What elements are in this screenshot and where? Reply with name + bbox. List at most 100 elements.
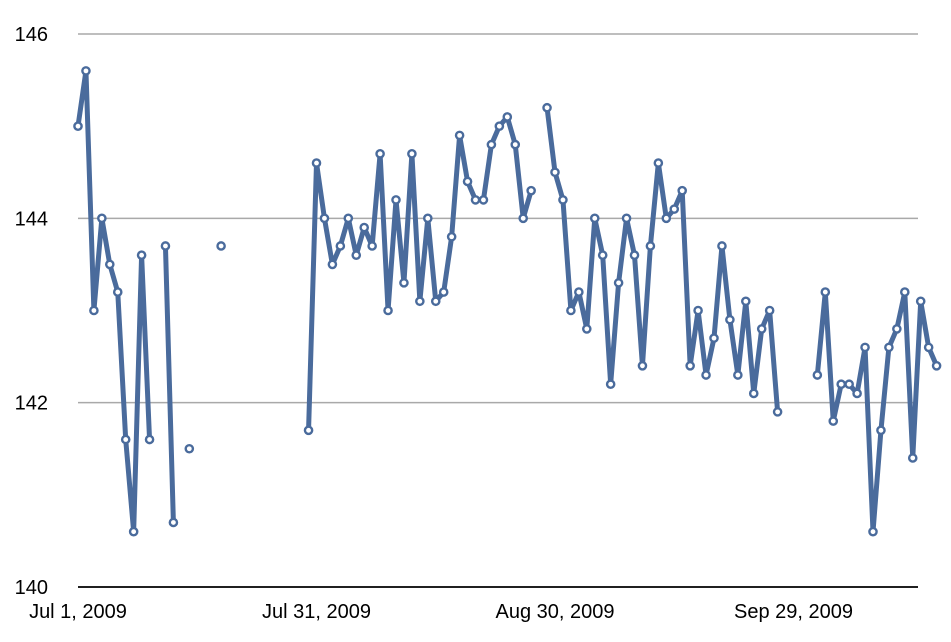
data-point <box>629 250 640 260</box>
data-point <box>876 425 886 436</box>
data-point <box>844 379 854 390</box>
data-point <box>144 434 155 445</box>
series-line-segment <box>544 105 781 415</box>
data-point <box>407 149 417 159</box>
data-point <box>367 241 377 251</box>
data-point <box>589 213 600 224</box>
data-point <box>693 305 703 316</box>
data-point <box>852 388 862 399</box>
y-tick-label: 144 <box>15 208 48 230</box>
data-point <box>375 149 385 159</box>
data-point <box>526 185 536 196</box>
data-point <box>741 296 751 307</box>
data-point <box>383 305 393 316</box>
data-point <box>605 379 616 390</box>
data-point <box>184 443 195 454</box>
data-point <box>81 66 91 76</box>
data-point <box>812 370 823 380</box>
data-point <box>73 121 83 131</box>
series-line-segment <box>162 243 176 525</box>
data-point <box>112 287 123 297</box>
data-point <box>486 139 497 150</box>
data-point <box>160 241 171 251</box>
data-point <box>701 370 711 380</box>
data-point <box>502 112 513 122</box>
data-point <box>677 185 688 196</box>
data-point <box>216 241 226 251</box>
data-point <box>900 287 910 297</box>
data-point <box>391 195 401 205</box>
data-point <box>725 314 735 325</box>
data-point <box>470 195 481 205</box>
data-point <box>446 231 457 242</box>
data-point <box>923 342 934 353</box>
data-point <box>915 296 926 307</box>
data-point <box>89 305 99 316</box>
data-point <box>97 213 107 224</box>
data-point <box>343 213 354 224</box>
data-point <box>748 388 759 399</box>
data-point <box>653 158 664 168</box>
data-point <box>311 158 322 168</box>
data-point <box>120 434 131 445</box>
data-point <box>105 259 115 270</box>
series-line-segment <box>814 289 940 535</box>
data-point <box>820 287 831 297</box>
data-point <box>756 324 767 334</box>
data-point <box>136 250 147 260</box>
y-tick-label: 140 <box>15 577 48 599</box>
data-point <box>327 259 338 270</box>
data-point <box>438 287 449 297</box>
data-point <box>868 526 878 537</box>
data-point <box>645 241 656 251</box>
data-point <box>399 278 409 288</box>
data-point <box>860 342 870 353</box>
data-point <box>359 222 370 233</box>
data-point <box>422 213 433 224</box>
data-point <box>661 213 672 224</box>
data-point <box>128 526 139 537</box>
data-point <box>454 130 465 141</box>
data-point <box>613 278 624 288</box>
data-point <box>621 213 632 224</box>
data-point <box>574 287 584 297</box>
data-point <box>892 324 902 334</box>
data-point <box>550 167 560 178</box>
data-point <box>884 342 894 353</box>
data-point <box>764 305 775 316</box>
data-point <box>582 324 592 334</box>
data-point <box>478 195 489 205</box>
data-point <box>510 139 521 150</box>
x-tick-label: Jul 31, 2009 <box>262 601 371 623</box>
data-point <box>597 250 608 260</box>
data-point <box>335 241 346 251</box>
data-point <box>558 195 568 205</box>
data-point <box>772 407 783 417</box>
data-point <box>415 296 425 307</box>
series-line-segment <box>306 114 534 433</box>
y-tick-label: 142 <box>15 393 48 415</box>
data-point <box>319 213 330 224</box>
series-line-segment <box>75 68 153 535</box>
data-point <box>566 305 576 316</box>
data-point <box>168 517 179 528</box>
data-point <box>709 333 719 343</box>
data-point <box>494 121 505 131</box>
data-point <box>351 250 362 260</box>
x-tick-labels: Jul 1, 2009 Jul 31, 2009 Aug 30, 2009 Sep 2… <box>29 601 853 623</box>
data-point <box>931 360 942 371</box>
data-point <box>907 453 918 463</box>
gridlines <box>78 33 918 404</box>
data-point <box>518 213 529 224</box>
data-point <box>303 425 314 436</box>
series <box>73 66 942 537</box>
data-point <box>637 360 648 371</box>
data-point <box>733 370 743 380</box>
data-point <box>685 360 695 371</box>
x-tick-label: Sep 29, 2009 <box>734 601 853 623</box>
y-tick-label: 146 <box>15 24 48 46</box>
x-tick-label: Aug 30, 2009 <box>496 601 615 623</box>
x-tick-label: Jul 1, 2009 <box>29 601 127 623</box>
data-point <box>462 176 473 187</box>
